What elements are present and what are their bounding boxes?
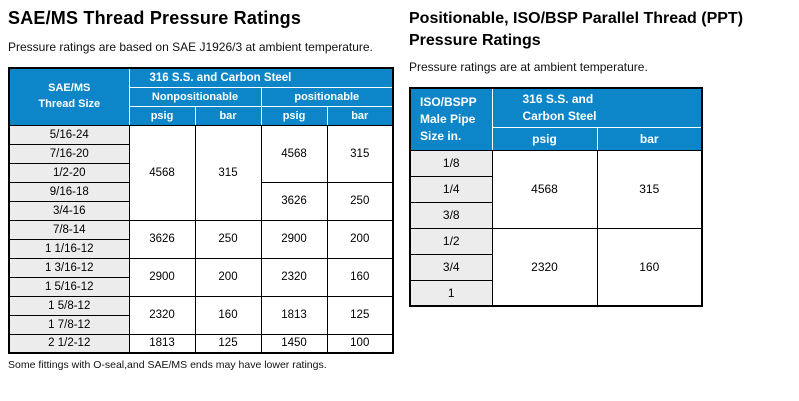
table-row: 1 5/16-12	[8, 276, 393, 297]
pipe-size-cell: 1/4	[409, 175, 493, 203]
bar-header: bar	[194, 105, 262, 126]
table-row: 1	[409, 279, 702, 307]
bar-value-cell: 315	[326, 124, 394, 183]
table-row: 1/2 2320 160	[409, 227, 703, 307]
psig-header: psig	[491, 126, 598, 151]
psig-value-cell: 2320	[260, 257, 328, 297]
header-row-units: psig bar psig bar	[9, 105, 394, 126]
sae-ms-title: SAE/MS Thread Pressure Ratings	[8, 8, 302, 28]
psig-header: psig	[128, 105, 196, 126]
pipe-size-cell: 1/2	[409, 227, 493, 255]
pipe-size-header: ISO/BSPP Male Pipe Size in.	[409, 87, 493, 151]
pipe-size-header-line2: Male Pipe	[420, 112, 476, 127]
thread-size-cell: 1/2-20	[8, 162, 130, 183]
table-row: 1 7/8-12	[8, 314, 393, 335]
thread-size-cell: 1 5/8-12	[8, 295, 130, 316]
ppt-title: Positionable, ISO/BSP Parallel Thread (P…	[409, 8, 795, 51]
header-row-position: Nonpositionable positionable	[9, 86, 394, 107]
pipe-size-cell: 1/8	[409, 149, 493, 177]
psig-value-cell: 2900	[128, 257, 196, 297]
sae-ms-footnote: Some fittings with O-seal,and SAE/MS end…	[8, 359, 327, 371]
thread-size-cell: 7/16-20	[8, 143, 130, 164]
nonpositionable-header: Nonpositionable	[128, 86, 262, 107]
thread-size-header: SAE/MS Thread Size	[8, 67, 130, 126]
bar-value-cell: 315	[596, 149, 703, 229]
table-row: 1/8 4568 315	[409, 149, 703, 229]
psig-value-cell: 1450	[260, 333, 328, 354]
ppt-subtitle: Pressure ratings are at ambient temperat…	[409, 60, 648, 75]
thread-size-cell: 1 7/8-12	[8, 314, 130, 335]
material-group-line2: Carbon Steel	[522, 108, 597, 123]
table-row: 7/8-14 3626 250 2900 200	[8, 219, 394, 259]
catalog-page: SAE/MS Thread Pressure Ratings Pressure …	[8, 6, 795, 371]
header-row-group: ISO/BSPP Male Pipe Size in. 316 S.S. and…	[409, 87, 703, 151]
bar-value-cell: 160	[194, 295, 262, 335]
psig-value-cell: 2900	[260, 219, 328, 259]
bar-value-cell: 125	[194, 333, 262, 354]
bar-value-cell: 200	[194, 257, 262, 297]
psig-value-cell: 1813	[128, 333, 196, 354]
table-row: 5/16-24 4568 315 4568 315	[8, 124, 394, 221]
bar-value-cell: 250	[194, 219, 262, 259]
table-row: 1 5/8-12 2320 160 1813 125	[8, 295, 394, 335]
psig-value-cell: 1813	[260, 295, 328, 335]
table-row: 7/16-20	[8, 143, 393, 164]
thread-size-cell: 2 1/2-12	[8, 333, 130, 354]
material-group-header: 316 S.S. and Carbon Steel	[491, 87, 703, 128]
psig-value-cell: 3626	[128, 219, 196, 259]
bar-value-cell: 315	[194, 124, 262, 221]
bar-value-cell: 160	[326, 257, 394, 297]
table-row: 1 3/16-12 2900 200 2320 160	[8, 257, 394, 297]
pipe-size-header-line3: Size in.	[420, 128, 462, 143]
ppt-pressure-table: ISO/BSPP Male Pipe Size in. 316 S.S. and…	[409, 87, 704, 308]
psig-value-cell: 3626	[260, 181, 328, 221]
thread-size-cell: 5/16-24	[8, 124, 130, 145]
sae-ms-section: SAE/MS Thread Pressure Ratings Pressure …	[8, 6, 395, 371]
table-row: 3/8	[409, 201, 702, 229]
bar-header: bar	[326, 105, 394, 126]
psig-value-cell: 4568	[260, 124, 328, 183]
pipe-size-cell: 3/8	[409, 201, 493, 229]
bar-header: bar	[596, 126, 703, 151]
pipe-size-header-line1: ISO/BSPP	[420, 95, 477, 110]
positionable-header: positionable	[260, 86, 394, 107]
thread-size-cell: 1 5/16-12	[8, 276, 130, 297]
bar-value-cell: 200	[326, 219, 394, 259]
bar-value-cell: 160	[596, 227, 703, 307]
header-row-group: SAE/MS Thread Size 316 S.S. and Carbon S…	[8, 67, 394, 126]
table-row: 9/16-18 3626 250	[8, 181, 394, 221]
thread-size-cell: 1 1/16-12	[8, 238, 130, 259]
sae-ms-subtitle: Pressure ratings are based on SAE J1926/…	[8, 40, 373, 54]
bar-value-cell: 125	[326, 295, 394, 335]
bar-value-cell: 100	[326, 333, 394, 354]
table-row: 3/4	[409, 253, 702, 281]
table-row: 3/4-16	[8, 200, 393, 221]
pipe-size-cell: 3/4	[409, 253, 493, 281]
thread-size-cell: 3/4-16	[8, 200, 130, 221]
psig-value-cell: 2320	[491, 227, 598, 307]
psig-header: psig	[260, 105, 328, 126]
thread-size-cell: 1 3/16-12	[8, 257, 130, 278]
thread-size-cell: 9/16-18	[8, 181, 130, 202]
material-group-header: 316 S.S. and Carbon Steel	[128, 67, 394, 88]
ppt-section: Positionable, ISO/BSP Parallel Thread (P…	[409, 6, 795, 371]
sae-ms-pressure-table: SAE/MS Thread Size 316 S.S. and Carbon S…	[8, 67, 395, 354]
ppt-title-line1: Positionable, ISO/BSP Parallel Thread (P…	[409, 10, 744, 27]
psig-value-cell: 4568	[128, 124, 196, 221]
material-group-line1: 316 S.S. and	[522, 92, 594, 107]
pipe-size-cell: 1	[409, 279, 493, 307]
bar-value-cell: 250	[326, 181, 394, 221]
ppt-title-line2: Pressure Ratings	[409, 31, 541, 49]
psig-value-cell: 4568	[491, 149, 598, 229]
psig-value-cell: 2320	[128, 295, 196, 335]
header-row-units: psig bar	[410, 126, 703, 151]
thread-size-header-line2: Thread Size	[38, 97, 101, 110]
thread-size-header-line1: SAE/MS	[48, 82, 91, 95]
table-row: 2 1/2-12 1813 125 1450 100	[8, 333, 394, 354]
thread-size-cell: 7/8-14	[8, 219, 130, 240]
